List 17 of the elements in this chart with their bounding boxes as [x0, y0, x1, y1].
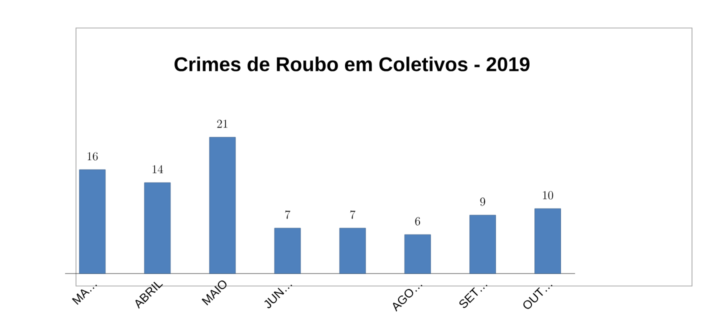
chart-title: Crimes de Roubo em Coletivos - 2019 [174, 56, 530, 72]
data-label: 7 [350, 210, 356, 219]
data-label: 16 [88, 152, 98, 160]
data-label: 14 [152, 165, 163, 174]
data-label: 9 [480, 198, 486, 206]
bar [404, 234, 431, 274]
bar [144, 182, 171, 274]
bar [274, 228, 301, 274]
data-label: 10 [542, 191, 554, 200]
bar [534, 208, 561, 274]
data-label: 21 [217, 120, 228, 128]
bar [209, 136, 236, 274]
bar [469, 214, 496, 274]
data-label: 7 [285, 210, 290, 219]
bar [339, 228, 366, 274]
data-label: 6 [415, 217, 420, 226]
bar [79, 169, 106, 274]
